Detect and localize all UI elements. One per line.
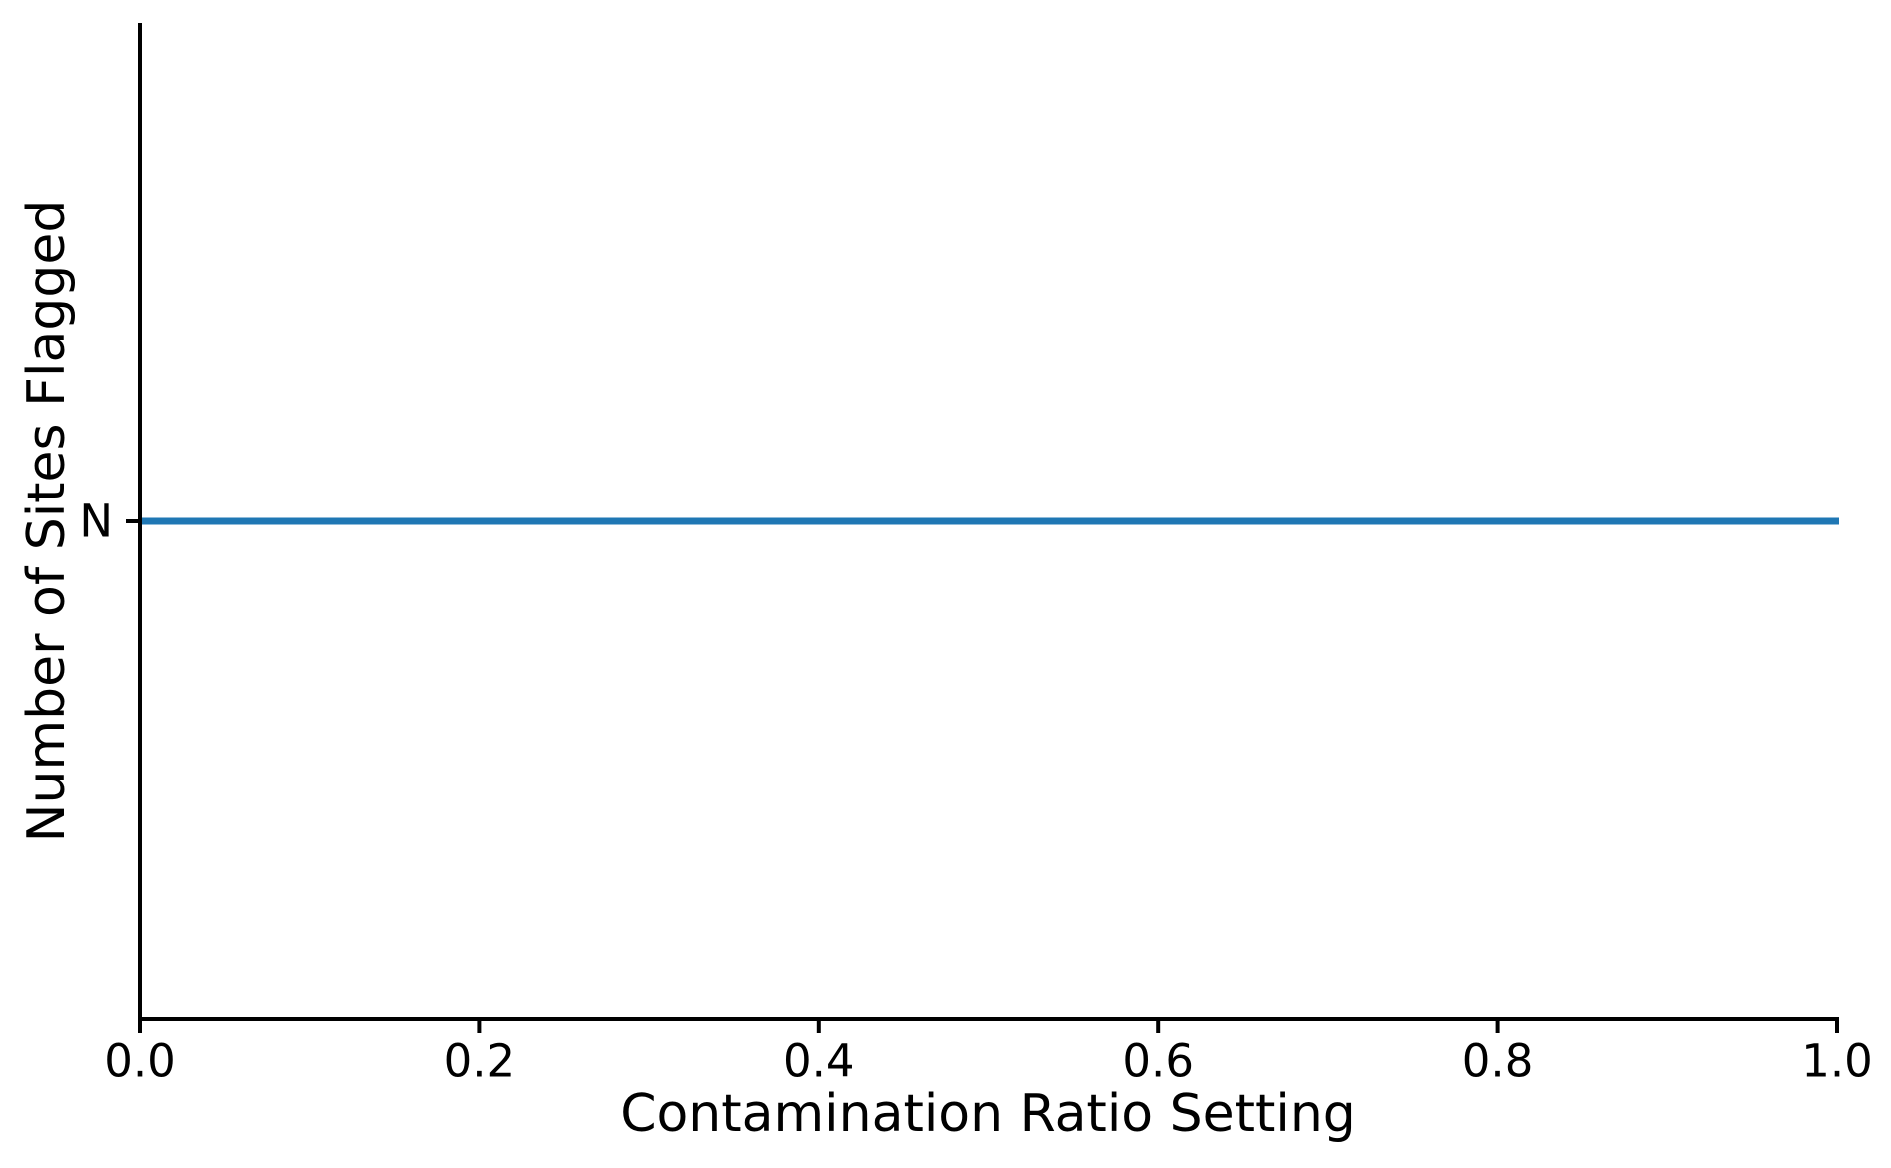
y-tick-label: N (79, 495, 113, 548)
x-tick-label: 0.0 (104, 1035, 176, 1088)
x-tick-label: 0.2 (444, 1035, 516, 1088)
x-axis-label: Contamination Ratio Setting (620, 1084, 1356, 1144)
x-tick-label: 0.8 (1462, 1035, 1534, 1088)
axes-layer: 0.0 0.2 0.4 0.6 0.8 1.0 N (79, 23, 1873, 1088)
x-tick-label: 0.6 (1122, 1035, 1194, 1088)
x-tick-label: 0.4 (783, 1035, 855, 1088)
y-axis-label: Number of Sites Flagged (17, 200, 77, 843)
x-tick-label: 1.0 (1801, 1035, 1873, 1088)
